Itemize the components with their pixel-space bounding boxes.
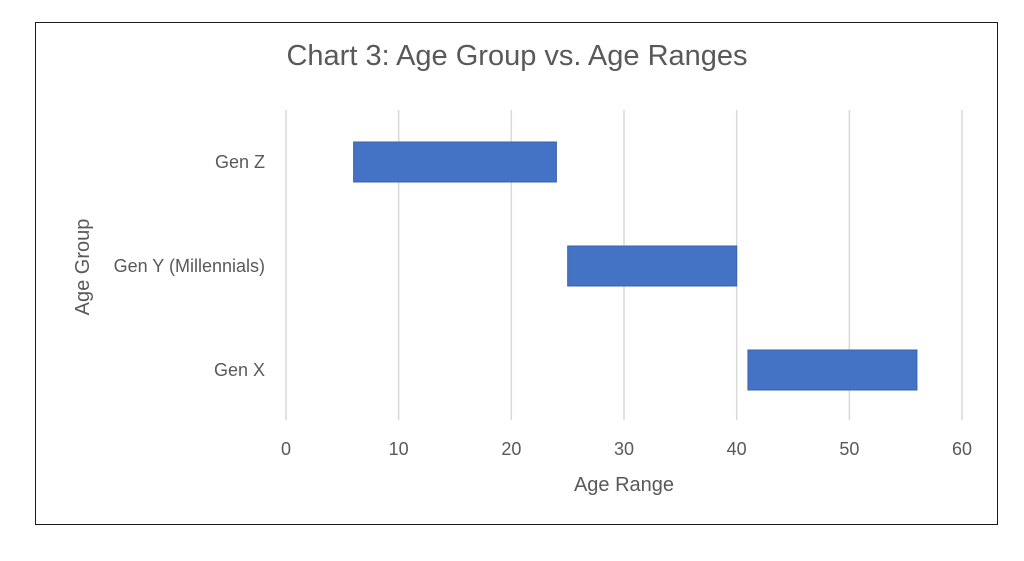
x-tick-label: 10 [389,439,409,459]
chart-frame [35,22,998,525]
bar-gen-x [747,349,918,391]
bar-gen-z [353,141,557,183]
y-tick-label: Gen Y (Millennials) [114,256,265,276]
x-tick-label: 50 [839,439,859,459]
x-tick-label: 40 [727,439,747,459]
y-axis-title: Age Group [72,219,94,316]
x-tick-label: 30 [614,439,634,459]
x-axis-title: Age Range [574,474,674,496]
x-tick-label: 0 [281,439,291,459]
y-tick-labels: Gen Z Gen Y (Millennials) Gen X [114,152,265,380]
y-tick-label: Gen X [214,360,265,380]
bars [353,141,918,391]
y-tick-label: Gen Z [215,152,265,172]
x-tick-label: 20 [501,439,521,459]
x-tick-labels: 0 10 20 30 40 50 60 [281,439,972,459]
bar-gen-y-millennials [567,245,738,287]
chart-title: Chart 3: Age Group vs. Age Ranges [286,40,748,72]
x-tick-label: 60 [952,439,972,459]
